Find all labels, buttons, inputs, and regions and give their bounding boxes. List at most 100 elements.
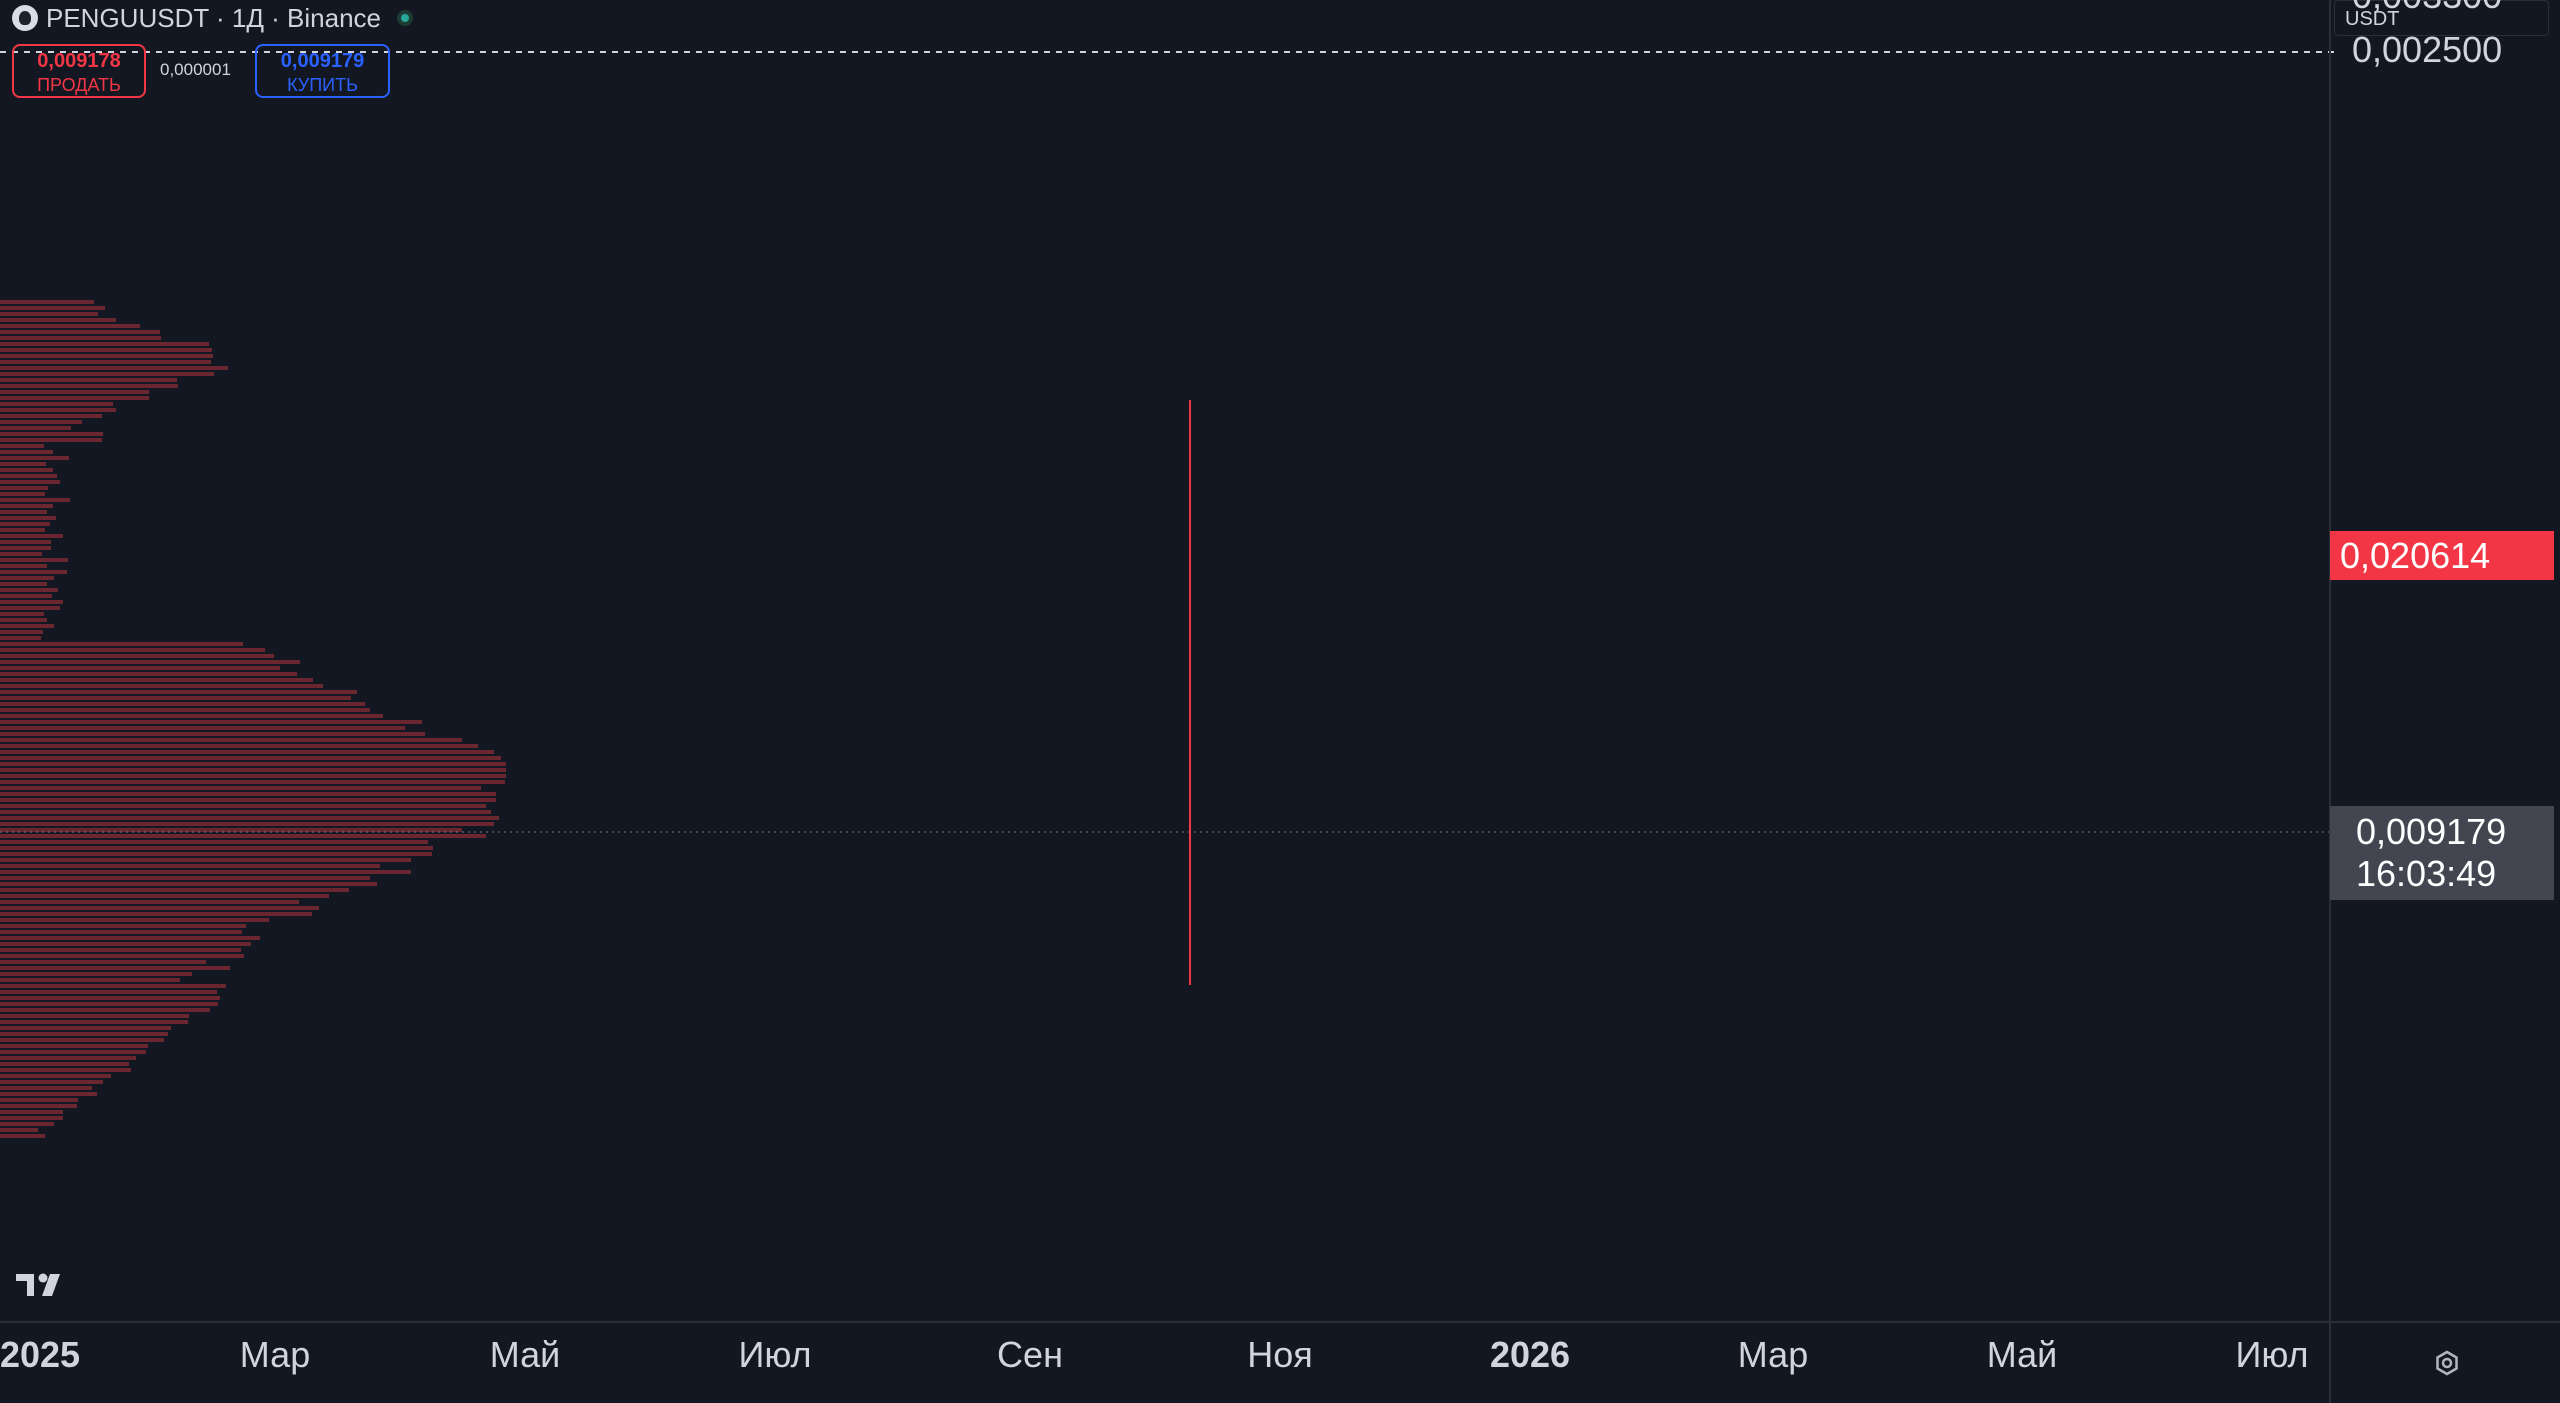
volume-profile-bar — [0, 504, 53, 508]
volume-profile-bar — [0, 1086, 92, 1090]
spread-value: 0,000001 — [160, 60, 231, 79]
live-status-icon — [397, 10, 414, 26]
volume-profile-bar — [0, 714, 383, 718]
volume-profile-bar — [0, 468, 53, 472]
volume-profile-bar — [0, 798, 496, 802]
volume-profile-bar — [0, 558, 68, 562]
volume-profile-bar — [0, 648, 265, 652]
settings-icon[interactable] — [2432, 1348, 2462, 1378]
volume-profile-bar — [0, 942, 251, 946]
volume-profile-bar — [0, 900, 299, 904]
volume-profile-bar — [0, 1128, 38, 1132]
volume-profile-bar — [0, 360, 211, 364]
volume-profile-bar — [0, 336, 161, 340]
volume-profile-bar — [0, 318, 116, 322]
volume-profile-bar — [0, 744, 478, 748]
volume-profile-bar — [0, 840, 428, 844]
volume-profile-bar — [0, 810, 491, 814]
volume-profile-bar — [0, 672, 297, 676]
volume-profile-bar — [0, 312, 98, 316]
volume-profile-bar — [0, 852, 432, 856]
volume-profile-bar — [0, 774, 506, 778]
volume-profile-bar — [0, 894, 329, 898]
volume-profile-bar — [0, 1020, 188, 1024]
volume-profile-bar — [0, 882, 377, 886]
volume-profile-bar — [0, 330, 160, 334]
volume-profile-bar — [0, 864, 380, 868]
volume-profile-bar — [0, 510, 47, 514]
volume-profile-bar — [0, 498, 70, 502]
volume-profile-bar — [0, 408, 116, 412]
volume-profile-bar — [0, 300, 94, 304]
buy-label: КУПИТЬ — [287, 75, 358, 95]
tradingview-logo-icon[interactable] — [16, 1270, 70, 1300]
volume-profile-bar — [0, 516, 56, 520]
volume-profile-bar — [0, 1014, 189, 1018]
volume-profile-bar — [0, 420, 82, 424]
volume-profile-bar — [0, 858, 411, 862]
volume-profile-bar — [0, 624, 54, 628]
volume-profile-bar — [0, 702, 365, 706]
volume-profile-bar — [0, 306, 105, 310]
volume-profile-bar — [0, 990, 217, 994]
volume-profile-bar — [0, 996, 220, 1000]
volume-profile-bar — [0, 552, 42, 556]
volume-profile-bar — [0, 756, 501, 760]
price-tick-label: 0,002500 — [2352, 29, 2503, 71]
volume-profile-bar — [0, 1056, 136, 1060]
volume-profile-bar — [0, 450, 53, 454]
volume-profile-bar — [0, 696, 351, 700]
buy-button[interactable]: 0,009179 КУПИТЬ — [255, 44, 390, 98]
volume-profile-bar — [0, 486, 48, 490]
volume-profile-bar — [0, 708, 370, 712]
symbol-header[interactable]: PENGUUSDT · 1Д · Binance — [12, 0, 414, 36]
volume-profile-bar — [0, 576, 54, 580]
volume-profile-bar — [0, 684, 323, 688]
volume-profile-bar — [0, 846, 433, 850]
countdown-timer: 16:03:49 — [2356, 853, 2497, 894]
last-price: 0,009179 — [2356, 811, 2507, 852]
volume-profile-bar — [0, 630, 43, 634]
volume-profile-bar — [0, 324, 140, 328]
volume-profile-bar — [0, 918, 269, 922]
time-tick-label: Мар — [239, 1334, 311, 1375]
volume-profile-bar — [0, 594, 52, 598]
volume-profile-bar — [0, 1098, 78, 1102]
volume-profile-bar — [0, 474, 57, 478]
volume-profile-bar — [0, 612, 44, 616]
volume-profile-bar — [0, 726, 405, 730]
volume-profile-bar — [0, 1092, 97, 1096]
volume-profile-bar — [0, 372, 214, 376]
volume-profile-bar — [0, 1074, 111, 1078]
volume-profile-bar — [0, 492, 45, 496]
volume-profile-bar — [0, 528, 45, 532]
volume-profile-bar — [0, 930, 242, 934]
volume-profile-bar — [0, 1002, 218, 1006]
sell-button[interactable]: 0,009178 ПРОДАТЬ — [12, 44, 146, 98]
volume-profile-bar — [0, 888, 349, 892]
volume-profile-bar — [0, 642, 243, 646]
volume-profile-bar — [0, 822, 494, 826]
buy-price: 0,009179 — [280, 50, 365, 72]
volume-profile — [0, 300, 506, 1138]
volume-profile-bar — [0, 462, 46, 466]
volume-profile-bar — [0, 456, 69, 460]
volume-profile-bar — [0, 750, 494, 754]
volume-profile-bar — [0, 1044, 148, 1048]
volume-profile-bar — [0, 414, 102, 418]
volume-profile-bar — [0, 654, 274, 658]
volume-profile-bar — [0, 876, 370, 880]
currency-select[interactable]: USDT — [2334, 0, 2549, 36]
time-tick-label: Мар — [1737, 1334, 1809, 1375]
volume-profile-bar — [0, 834, 486, 838]
volume-profile-bar — [0, 786, 481, 790]
volume-profile-bar — [0, 936, 260, 940]
time-tick-label: 2025 — [0, 1334, 81, 1375]
volume-profile-bar — [0, 342, 209, 346]
volume-profile-bar — [0, 924, 246, 928]
volume-profile-bar — [0, 870, 411, 874]
time-tick-label: Сен — [997, 1334, 1063, 1375]
volume-profile-bar — [0, 762, 506, 766]
volume-profile-bar — [0, 600, 63, 604]
